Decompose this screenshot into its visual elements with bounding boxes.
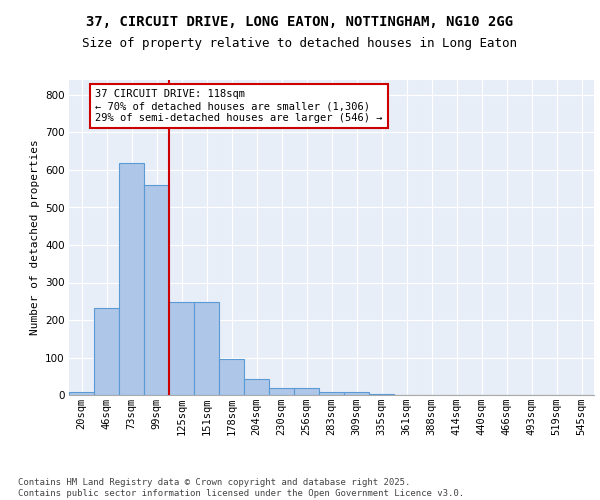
Bar bbox=[69, 392, 94, 395]
Bar bbox=[219, 358, 244, 395]
Bar bbox=[344, 392, 369, 395]
Text: 37 CIRCUIT DRIVE: 118sqm
← 70% of detached houses are smaller (1,306)
29% of sem: 37 CIRCUIT DRIVE: 118sqm ← 70% of detach… bbox=[95, 90, 383, 122]
Bar bbox=[294, 388, 319, 395]
Bar bbox=[369, 394, 394, 395]
Bar bbox=[319, 392, 344, 395]
Bar bbox=[269, 388, 294, 395]
Y-axis label: Number of detached properties: Number of detached properties bbox=[29, 140, 40, 336]
Text: Size of property relative to detached houses in Long Eaton: Size of property relative to detached ho… bbox=[83, 38, 517, 51]
Bar bbox=[119, 163, 144, 395]
Bar bbox=[144, 185, 169, 395]
Bar bbox=[94, 308, 119, 395]
Text: 37, CIRCUIT DRIVE, LONG EATON, NOTTINGHAM, NG10 2GG: 37, CIRCUIT DRIVE, LONG EATON, NOTTINGHA… bbox=[86, 15, 514, 29]
Bar bbox=[194, 302, 219, 395]
Bar bbox=[169, 302, 194, 395]
Bar bbox=[244, 378, 269, 395]
Text: Contains HM Land Registry data © Crown copyright and database right 2025.
Contai: Contains HM Land Registry data © Crown c… bbox=[18, 478, 464, 498]
